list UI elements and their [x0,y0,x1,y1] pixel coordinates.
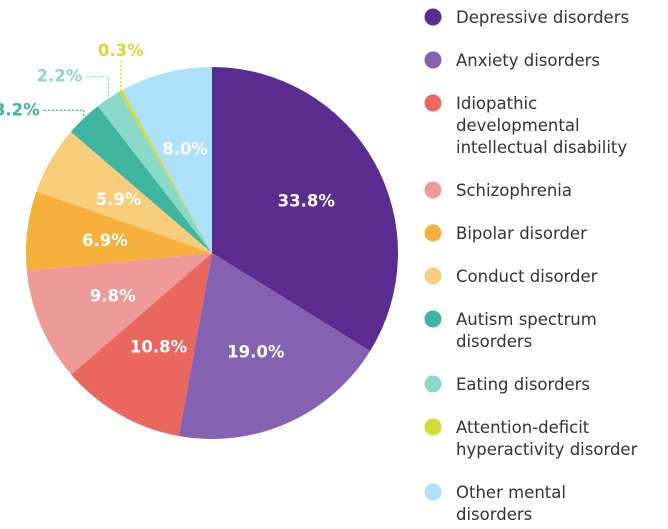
pie-slice-other-mental-disorders [122,67,212,253]
leader-line-eating-disorders [86,75,109,99]
data-label-conduct-disorder: 5.9% [96,190,142,209]
pie-slice-idiopathic-developmental-intellectual-disability [71,253,212,437]
data-label-autism-spectrum-disorders: 3.2% [0,100,40,119]
legend-item-autism-spectrum-disorders: Autism spectrum disorders [424,310,597,351]
pie-slice-autism-spectrum-disorders [70,106,212,253]
legend-label-bipolar-disorder: Bipolar disorder [456,224,587,243]
legend-marker-idiopathic-developmental-intellectual-disability [424,94,442,112]
pie-slice-conduct-disorder [36,131,212,253]
legend-marker-conduct-disorder [424,267,442,285]
legend-marker-depressive-disorders [424,8,442,26]
legend-label-attention-deficit-hyperactivity-disorder: Attention-deficit hyperactivity disorder [456,418,638,459]
data-label-bipolar-disorder: 6.9% [82,231,128,250]
legend-label-conduct-disorder: Conduct disorder [456,267,598,286]
leader-line-autism-spectrum-disorders [43,109,85,119]
data-label-anxiety-disorders: 19.0% [227,343,285,362]
legend-marker-autism-spectrum-disorders [424,310,442,328]
data-label-schizophrenia: 9.8% [90,286,136,305]
pie-slice-bipolar-disorder [25,191,212,271]
legend-item-schizophrenia: Schizophrenia [424,181,572,200]
legend-marker-schizophrenia [424,181,442,199]
pie-data-labels: 33.8% 19.0% 10.8% 9.8% 6.9% 5.9% 3.2% 2.2% 0.3% 8… [0,41,335,362]
legend-label-schizophrenia: Schizophrenia [456,181,572,200]
pie-slice-anxiety-disorders [178,253,371,440]
legend-marker-anxiety-disorders [424,51,442,69]
legend-label-eating-disorders: Eating disorders [456,375,590,394]
legend-marker-other-mental-disorders [424,483,442,501]
legend-item-attention-deficit-hyperactivity-disorder: Attention-deficit hyperactivity disorder [424,418,638,459]
pie-slice-eating-disorders [97,91,212,254]
legend-label-autism-spectrum-disorders: Autism spectrum disorders [456,310,597,351]
data-label-idiopathic-developmental-intellectual-disability: 10.8% [130,338,188,357]
legend-label-idiopathic-developmental-intellectual-disability: Idiopathic developmental intellectual disa… [456,94,627,157]
data-label-other-mental-disorders: 8.0% [162,140,208,159]
legend-item-bipolar-disorder: Bipolar disorder [424,224,587,243]
pie-slice-schizophrenia [26,253,212,375]
legend-marker-bipolar-disorder [424,224,442,242]
legend: Depressive disorders Anxiety disorders Idi… [424,8,638,524]
legend-label-other-mental-disorders: Other mental disorders [456,483,566,524]
legend-label-depressive-disorders: Depressive disorders [456,8,629,27]
legend-item-anxiety-disorders: Anxiety disorders [424,51,600,70]
legend-item-idiopathic-developmental-intellectual-disability: Idiopathic developmental intellectual disa… [424,94,627,157]
legend-item-eating-disorders: Eating disorders [424,375,590,394]
legend-item-depressive-disorders: Depressive disorders [424,8,629,27]
pie-slice-depressive-disorders [212,67,399,352]
legend-item-conduct-disorder: Conduct disorder [424,267,598,286]
legend-marker-attention-deficit-hyperactivity-disorder [424,418,442,436]
legend-marker-eating-disorders [424,375,442,393]
legend-item-other-mental-disorders: Other mental disorders [424,483,566,524]
pie-slices [25,67,399,440]
data-label-depressive-disorders: 33.8% [278,192,336,211]
pie-slice-attention-deficit-hyperactivity-disorder [119,90,212,253]
legend-label-anxiety-disorders: Anxiety disorders [456,51,600,70]
data-label-attention-deficit-hyperactivity-disorder: 0.3% [98,41,144,60]
data-label-eating-disorders: 2.2% [37,67,83,86]
